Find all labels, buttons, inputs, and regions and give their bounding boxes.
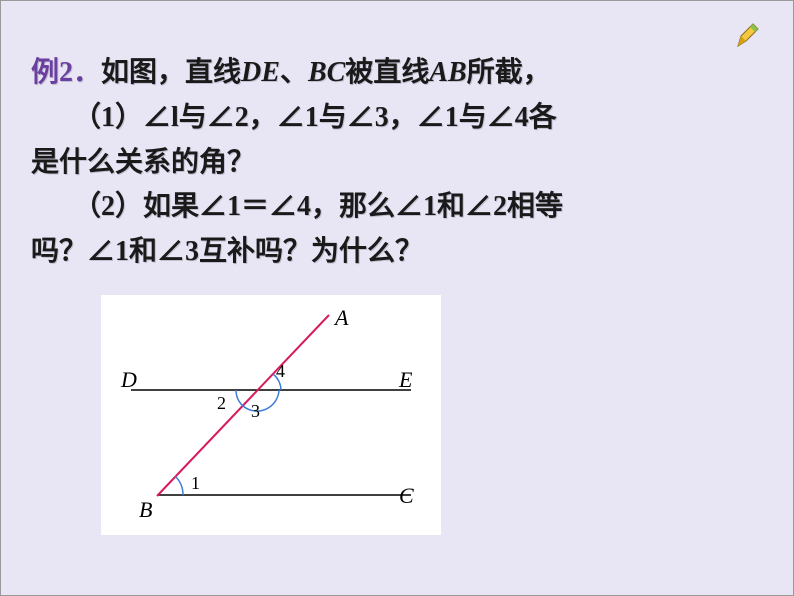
slide-content: 例2．如图，直线DE、BC被直线AB所截， （1）∠l与∠2，∠1与∠3，∠1与… xyxy=(1,1,793,535)
geometry-diagram: A D E B C 1 2 3 4 xyxy=(101,295,441,535)
angle-1: 1 xyxy=(191,473,200,494)
label-C: C xyxy=(399,483,414,509)
question-line1: 例2．如图，直线DE、BC被直线AB所截， xyxy=(31,51,763,96)
label-D: D xyxy=(121,367,137,393)
q1-line2: 是什么关系的角？ xyxy=(31,141,763,186)
label-E: E xyxy=(399,367,412,393)
pencil-icon xyxy=(733,21,763,51)
angle-4: 4 xyxy=(276,361,285,382)
label-B: B xyxy=(139,497,152,523)
angle-2: 2 xyxy=(217,393,226,414)
q2-line1: （2）如果∠1＝∠4，那么∠1和∠2相等 xyxy=(31,185,763,230)
example-label: 例2． xyxy=(31,57,101,88)
q2-line2: 吗？∠1和∠3互补吗？为什么？ xyxy=(31,230,763,275)
angle-3: 3 xyxy=(251,401,260,422)
q1-line1: （1）∠l与∠2，∠1与∠3，∠1与∠4各 xyxy=(31,96,763,141)
label-A: A xyxy=(335,305,348,331)
